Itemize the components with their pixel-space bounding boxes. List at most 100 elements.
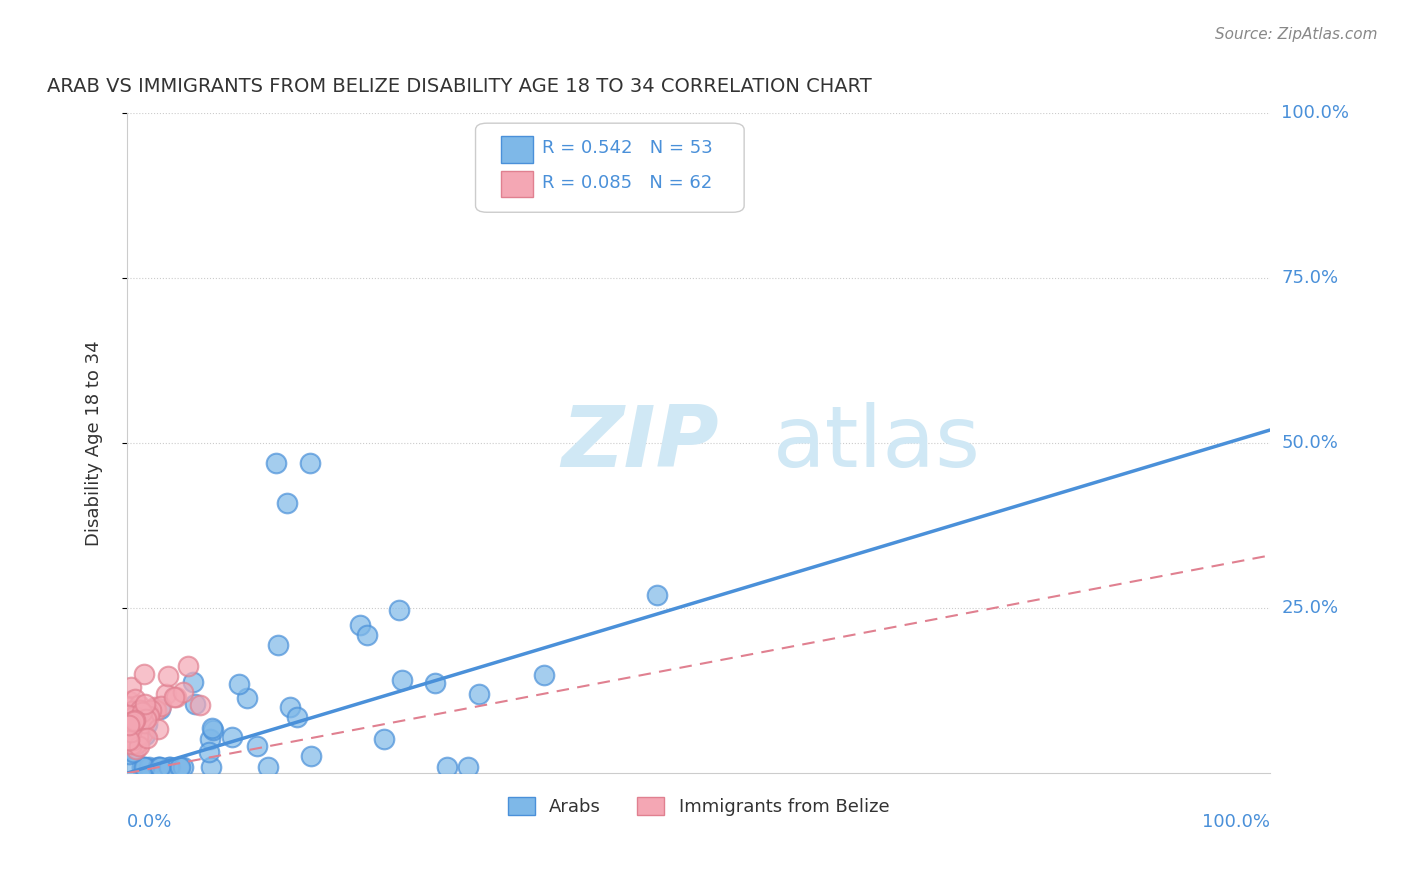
FancyBboxPatch shape bbox=[475, 123, 744, 212]
Immigrants from Belize bbox=[188, 698, 211, 712]
Immigrants from Belize bbox=[117, 707, 139, 722]
Immigrants from Belize bbox=[145, 703, 167, 717]
Text: 50.0%: 50.0% bbox=[1281, 434, 1339, 452]
FancyBboxPatch shape bbox=[501, 170, 533, 197]
Arabs bbox=[200, 732, 222, 747]
Text: 0.0%: 0.0% bbox=[127, 813, 173, 830]
Immigrants from Belize bbox=[120, 709, 142, 723]
Immigrants from Belize bbox=[118, 693, 141, 707]
Immigrants from Belize bbox=[120, 722, 142, 736]
Arabs bbox=[533, 668, 555, 682]
Arabs bbox=[278, 700, 301, 714]
Text: atlas: atlas bbox=[773, 401, 981, 484]
Immigrants from Belize bbox=[122, 733, 145, 747]
Arabs bbox=[264, 456, 287, 470]
Immigrants from Belize bbox=[149, 699, 172, 714]
Immigrants from Belize bbox=[136, 731, 159, 745]
Immigrants from Belize bbox=[121, 704, 143, 718]
Immigrants from Belize bbox=[136, 705, 159, 719]
Arabs bbox=[246, 739, 269, 753]
Immigrants from Belize bbox=[124, 728, 146, 742]
Text: 25.0%: 25.0% bbox=[1281, 599, 1339, 617]
Immigrants from Belize bbox=[118, 714, 141, 728]
Text: ARAB VS IMMIGRANTS FROM BELIZE DISABILITY AGE 18 TO 34 CORRELATION CHART: ARAB VS IMMIGRANTS FROM BELIZE DISABILIT… bbox=[46, 78, 872, 96]
Text: R = 0.085   N = 62: R = 0.085 N = 62 bbox=[541, 174, 711, 192]
Arabs bbox=[356, 627, 378, 641]
Arabs bbox=[198, 745, 221, 759]
Immigrants from Belize bbox=[127, 729, 149, 743]
Immigrants from Belize bbox=[128, 710, 150, 724]
Immigrants from Belize bbox=[128, 739, 150, 753]
Immigrants from Belize bbox=[117, 733, 139, 747]
Arabs bbox=[236, 691, 259, 706]
Immigrants from Belize bbox=[122, 708, 145, 723]
Immigrants from Belize bbox=[122, 706, 145, 721]
Immigrants from Belize bbox=[125, 741, 148, 756]
Immigrants from Belize bbox=[121, 704, 143, 718]
Immigrants from Belize bbox=[124, 692, 146, 706]
Arabs bbox=[149, 759, 172, 773]
Immigrants from Belize bbox=[120, 714, 142, 729]
Arabs bbox=[645, 588, 668, 602]
Arabs bbox=[423, 675, 446, 690]
Arabs bbox=[221, 730, 243, 744]
Immigrants from Belize bbox=[129, 703, 152, 717]
Text: Source: ZipAtlas.com: Source: ZipAtlas.com bbox=[1215, 27, 1378, 42]
Arabs bbox=[125, 720, 148, 734]
Arabs bbox=[184, 697, 207, 711]
Immigrants from Belize bbox=[121, 722, 143, 736]
Arabs bbox=[129, 710, 152, 724]
Arabs bbox=[276, 495, 298, 509]
Y-axis label: Disability Age 18 to 34: Disability Age 18 to 34 bbox=[86, 341, 103, 546]
Immigrants from Belize bbox=[138, 708, 160, 723]
Immigrants from Belize bbox=[118, 718, 141, 732]
Immigrants from Belize bbox=[118, 731, 141, 745]
Arabs bbox=[267, 638, 290, 652]
Immigrants from Belize bbox=[122, 714, 145, 728]
Immigrants from Belize bbox=[165, 690, 187, 705]
Immigrants from Belize bbox=[128, 734, 150, 748]
Arabs bbox=[138, 759, 160, 773]
Arabs bbox=[121, 759, 143, 773]
FancyBboxPatch shape bbox=[501, 136, 533, 162]
Immigrants from Belize bbox=[120, 725, 142, 739]
Arabs bbox=[285, 710, 308, 724]
Arabs bbox=[349, 618, 371, 632]
Arabs bbox=[148, 759, 170, 773]
Arabs bbox=[388, 603, 411, 617]
Immigrants from Belize bbox=[128, 703, 150, 717]
Arabs bbox=[468, 687, 491, 701]
Arabs bbox=[167, 759, 190, 773]
Text: 75.0%: 75.0% bbox=[1281, 269, 1339, 287]
Arabs bbox=[299, 749, 322, 764]
Arabs bbox=[159, 759, 181, 773]
Arabs bbox=[181, 674, 204, 689]
Text: 100.0%: 100.0% bbox=[1281, 104, 1350, 122]
Immigrants from Belize bbox=[118, 733, 141, 747]
Immigrants from Belize bbox=[135, 712, 157, 726]
Immigrants from Belize bbox=[121, 719, 143, 733]
Arabs bbox=[391, 673, 413, 688]
Immigrants from Belize bbox=[172, 684, 194, 698]
Arabs bbox=[148, 759, 170, 773]
Text: ZIP: ZIP bbox=[561, 401, 718, 484]
Immigrants from Belize bbox=[124, 713, 146, 727]
Arabs bbox=[122, 745, 145, 759]
Arabs bbox=[200, 759, 222, 773]
Immigrants from Belize bbox=[125, 737, 148, 751]
Arabs bbox=[202, 723, 225, 737]
Arabs bbox=[298, 456, 321, 470]
Arabs bbox=[149, 702, 172, 716]
Legend: Arabs, Immigrants from Belize: Arabs, Immigrants from Belize bbox=[501, 789, 897, 823]
Arabs bbox=[172, 759, 194, 773]
Immigrants from Belize bbox=[117, 706, 139, 721]
Immigrants from Belize bbox=[121, 704, 143, 718]
Arabs bbox=[132, 759, 155, 773]
Immigrants from Belize bbox=[134, 697, 156, 711]
Arabs bbox=[118, 747, 141, 762]
Immigrants from Belize bbox=[146, 723, 169, 737]
Immigrants from Belize bbox=[120, 681, 142, 695]
Immigrants from Belize bbox=[122, 728, 145, 742]
Immigrants from Belize bbox=[141, 703, 163, 717]
Immigrants from Belize bbox=[155, 687, 177, 701]
